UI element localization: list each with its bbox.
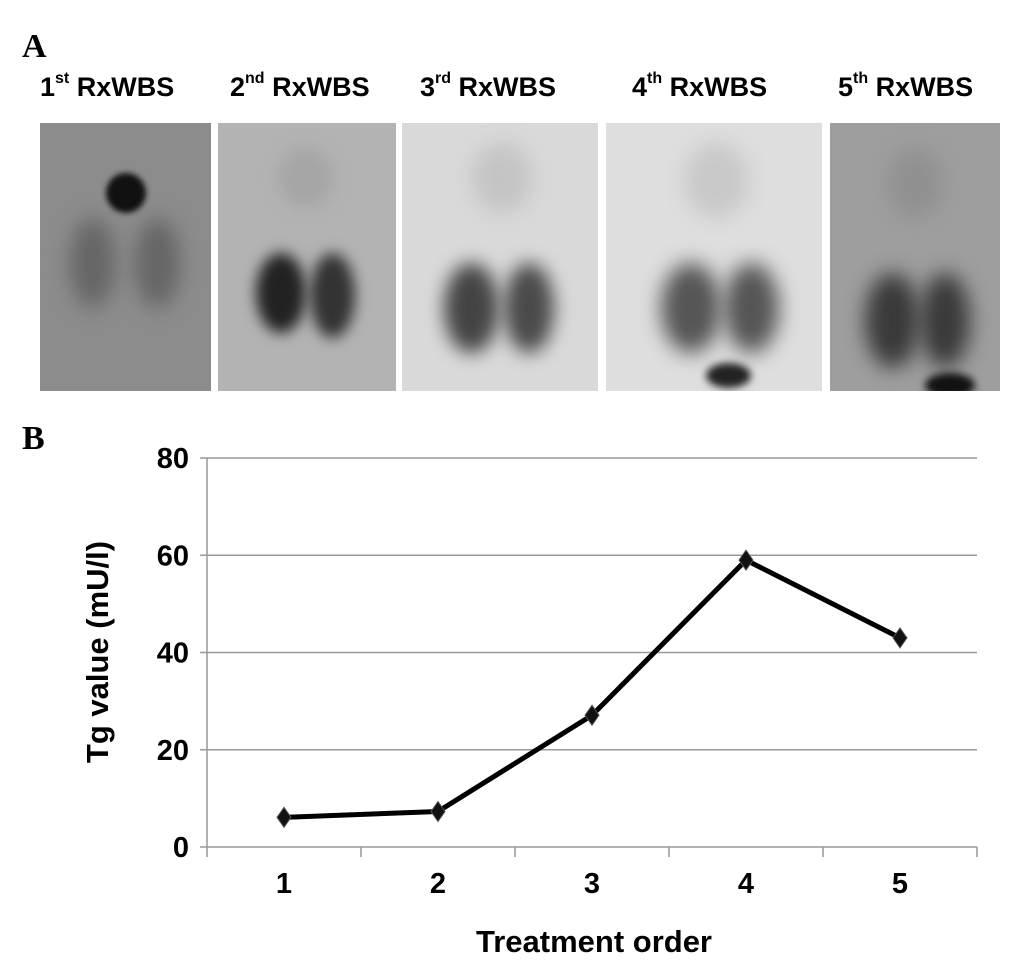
scan-image-3: [402, 123, 598, 391]
y-tick-label: 40: [157, 638, 189, 670]
x-tick-label: 2: [430, 868, 446, 900]
scan-label-1: 1st RxWBS: [40, 70, 175, 102]
scan-image-4: [606, 123, 822, 391]
x-tick-label: 4: [738, 868, 754, 900]
scan-image-5: [830, 123, 1000, 391]
x-tick-label: 3: [584, 868, 600, 900]
panel-a-letter: A: [22, 28, 47, 65]
data-point: [584, 704, 600, 727]
x-tick-label: 5: [892, 868, 908, 900]
y-tick-label: 60: [157, 540, 189, 572]
scan-label-2: 2nd RxWBS: [230, 70, 370, 102]
x-tick-label: 1: [276, 868, 292, 900]
scan-label-3: 3rd RxWBS: [420, 70, 557, 102]
y-axis-title: Tg value (mU/l): [80, 541, 115, 763]
data-point: [430, 800, 446, 823]
series-line: [283, 557, 902, 820]
y-tick-label: 0: [173, 832, 189, 864]
x-axis-title: Treatment order: [476, 924, 712, 959]
data-point: [738, 549, 754, 571]
scan-image-2: [218, 123, 396, 391]
data-point: [276, 806, 292, 829]
scan-label-5: 5th RxWBS: [838, 70, 974, 102]
y-tick-label: 20: [157, 735, 189, 767]
scan-label-4: 4th RxWBS: [632, 70, 768, 102]
y-tick-label: 80: [157, 443, 189, 475]
data-point: [892, 627, 908, 649]
scan-image-1: [40, 123, 211, 391]
panel-b-letter: B: [22, 420, 45, 457]
